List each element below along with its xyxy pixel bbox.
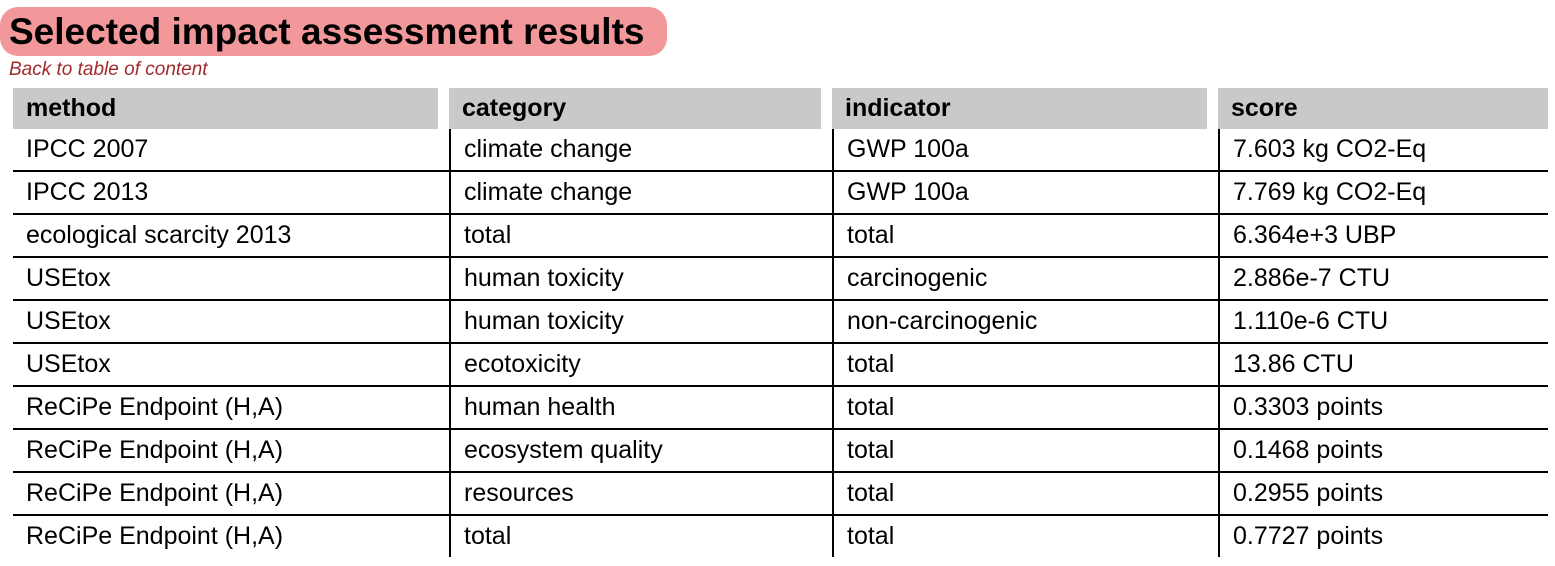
cell-score: 7.769 kg CO2-Eq xyxy=(1218,170,1548,213)
cell-indicator: GWP 100a xyxy=(832,129,1218,170)
cell-score: 6.364e+3 UBP xyxy=(1218,213,1548,256)
table-row: IPCC 2013 climate change GWP 100a 7.769 … xyxy=(13,170,1548,213)
table-row: USEtox ecotoxicity total 13.86 CTU xyxy=(13,342,1548,385)
cell-indicator: non-carcinogenic xyxy=(832,299,1218,342)
cell-method: USEtox xyxy=(13,342,449,385)
column-header-score: score xyxy=(1218,88,1548,129)
cell-method: USEtox xyxy=(13,299,449,342)
cell-method: ReCiPe Endpoint (H,A) xyxy=(13,471,449,514)
cell-score: 2.886e-7 CTU xyxy=(1218,256,1548,299)
cell-method: IPCC 2007 xyxy=(13,129,449,170)
cell-category: human toxicity xyxy=(449,299,832,342)
page-title-row: Selected impact assessment results xyxy=(0,7,1555,56)
cell-category: total xyxy=(449,514,832,557)
cell-category: climate change xyxy=(449,170,832,213)
table-header-row: method category indicator score xyxy=(13,88,1548,129)
table-row: ecological scarcity 2013 total total 6.3… xyxy=(13,213,1548,256)
column-header-method: method xyxy=(13,88,449,129)
cell-score: 1.110e-6 CTU xyxy=(1218,299,1548,342)
cell-method: ecological scarcity 2013 xyxy=(13,213,449,256)
cell-method: ReCiPe Endpoint (H,A) xyxy=(13,385,449,428)
cell-indicator: GWP 100a xyxy=(832,170,1218,213)
cell-category: ecotoxicity xyxy=(449,342,832,385)
cell-category: human health xyxy=(449,385,832,428)
back-link-row: Back to table of content xyxy=(0,56,1555,88)
table-row: USEtox human toxicity carcinogenic 2.886… xyxy=(13,256,1548,299)
table-row: IPCC 2007 climate change GWP 100a 7.603 … xyxy=(13,129,1548,170)
cell-method: USEtox xyxy=(13,256,449,299)
cell-category: ecosystem quality xyxy=(449,428,832,471)
table-row: USEtox human toxicity non-carcinogenic 1… xyxy=(13,299,1548,342)
cell-indicator: total xyxy=(832,428,1218,471)
cell-indicator: total xyxy=(832,213,1218,256)
cell-method: IPCC 2013 xyxy=(13,170,449,213)
table-row: ReCiPe Endpoint (H,A) resources total 0.… xyxy=(13,471,1548,514)
table-row: ReCiPe Endpoint (H,A) ecosystem quality … xyxy=(13,428,1548,471)
cell-category: resources xyxy=(449,471,832,514)
cell-category: human toxicity xyxy=(449,256,832,299)
column-header-category: category xyxy=(449,88,832,129)
cell-method: ReCiPe Endpoint (H,A) xyxy=(13,428,449,471)
cell-score: 0.7727 points xyxy=(1218,514,1548,557)
impact-results-table: method category indicator score IPCC 200… xyxy=(13,88,1548,557)
cell-indicator: total xyxy=(832,514,1218,557)
cell-score: 0.3303 points xyxy=(1218,385,1548,428)
cell-score: 0.1468 points xyxy=(1218,428,1548,471)
table-row: ReCiPe Endpoint (H,A) total total 0.7727… xyxy=(13,514,1548,557)
cell-category: climate change xyxy=(449,129,832,170)
cell-indicator: total xyxy=(832,342,1218,385)
cell-method: ReCiPe Endpoint (H,A) xyxy=(13,514,449,557)
cell-category: total xyxy=(449,213,832,256)
cell-score: 13.86 CTU xyxy=(1218,342,1548,385)
cell-indicator: total xyxy=(832,385,1218,428)
cell-score: 0.2955 points xyxy=(1218,471,1548,514)
column-header-indicator: indicator xyxy=(832,88,1218,129)
page-title: Selected impact assessment results xyxy=(0,7,667,56)
cell-indicator: carcinogenic xyxy=(832,256,1218,299)
back-to-toc-link[interactable]: Back to table of content xyxy=(9,59,208,80)
table-row: ReCiPe Endpoint (H,A) human health total… xyxy=(13,385,1548,428)
cell-indicator: total xyxy=(832,471,1218,514)
cell-score: 7.603 kg CO2-Eq xyxy=(1218,129,1548,170)
